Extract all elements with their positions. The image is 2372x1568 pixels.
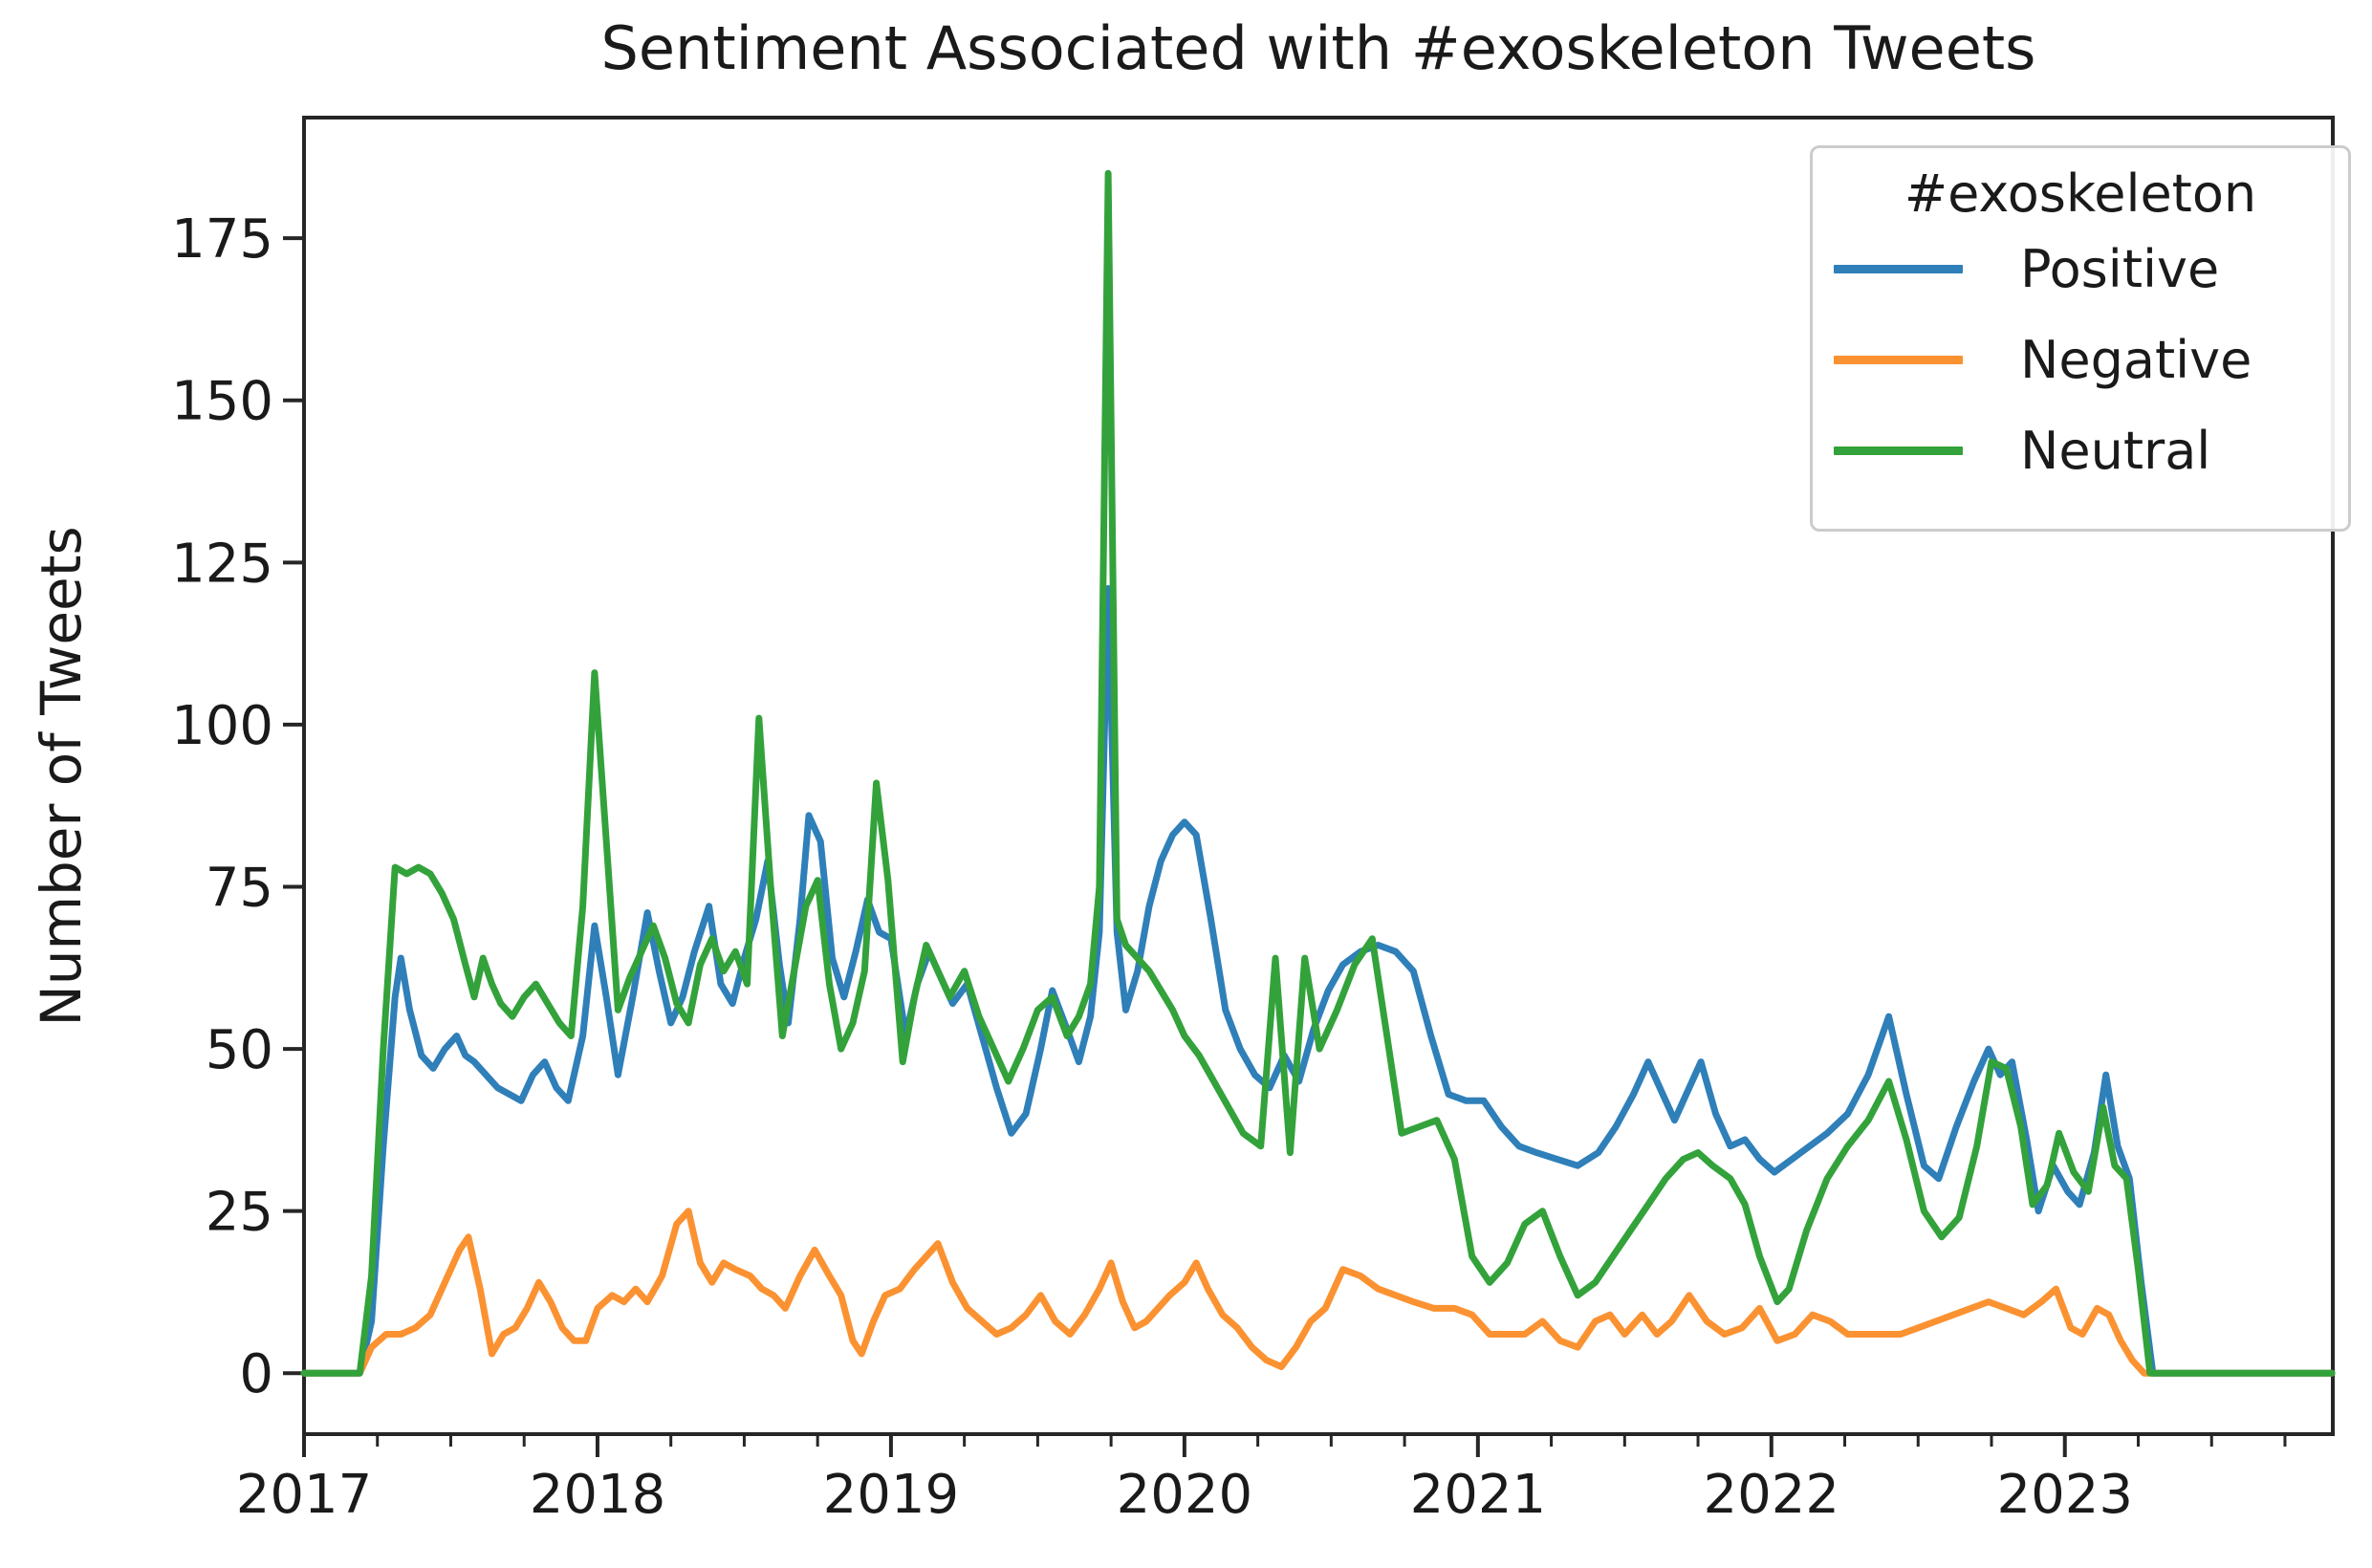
legend-entry-neutral: Neutral — [1813, 405, 2348, 496]
x-tick-label: 2020 — [1117, 1464, 1253, 1526]
legend-swatch-negative — [1834, 356, 1963, 364]
y-tick-label: 175 — [171, 208, 273, 271]
y-tick-label: 25 — [206, 1182, 273, 1244]
y-tick-label: 50 — [206, 1019, 273, 1081]
legend: #exoskeleton Positive Negative Neutral — [1810, 145, 2351, 532]
legend-label-negative: Negative — [2020, 330, 2252, 390]
legend-title: #exoskeleton — [1904, 163, 2257, 224]
legend-label-positive: Positive — [2020, 239, 2220, 299]
legend-swatch-positive — [1834, 265, 1963, 273]
plot-border — [302, 116, 2335, 1436]
x-tick-label: 2018 — [530, 1464, 666, 1526]
y-tick-label: 100 — [171, 695, 273, 757]
x-tick-label: 2022 — [1704, 1464, 1840, 1526]
legend-label-neutral: Neutral — [2020, 421, 2211, 481]
x-tick-label: 2023 — [1996, 1464, 2133, 1526]
series-line-positive — [300, 585, 2336, 1377]
y-tick-label: 125 — [171, 533, 273, 595]
series-line-neutral — [300, 169, 2336, 1377]
chart-title: Sentiment Associated with #exoskeleton T… — [600, 13, 2036, 83]
series-line-negative — [300, 1208, 2336, 1377]
x-tick-label: 2021 — [1410, 1464, 1547, 1526]
legend-rows: Positive Negative Neutral — [1813, 224, 2348, 496]
legend-entry-negative: Negative — [1813, 315, 2348, 405]
y-tick-label: 0 — [239, 1343, 273, 1405]
x-tick-label: 2017 — [236, 1464, 373, 1526]
legend-entry-positive: Positive — [1813, 224, 2348, 315]
legend-swatch-neutral — [1834, 446, 1963, 455]
x-tick-label: 2019 — [823, 1464, 960, 1526]
y-tick-label: 75 — [206, 857, 273, 919]
y-tick-label: 150 — [171, 371, 273, 433]
